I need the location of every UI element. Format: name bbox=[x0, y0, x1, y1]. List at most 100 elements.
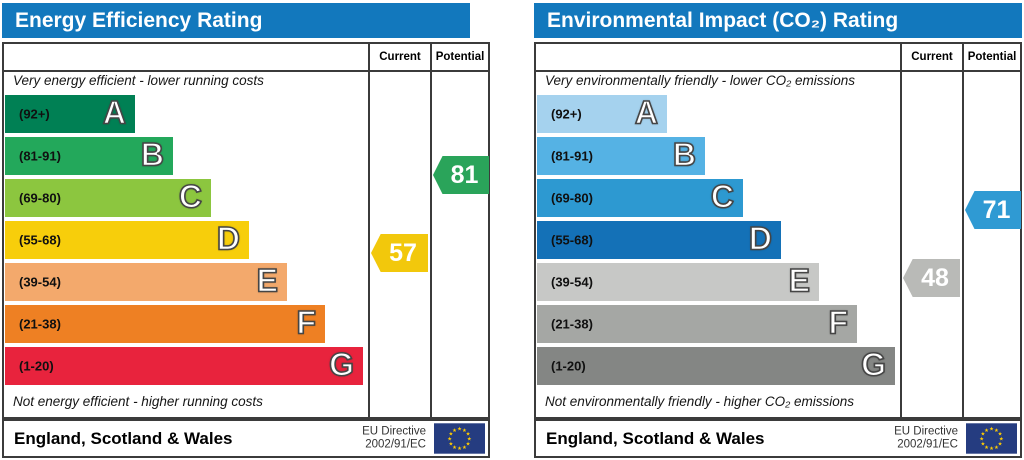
environmental-impact-chart: Environmental Impact (CO₂) Rating Curren… bbox=[534, 3, 1022, 458]
band-letter: F bbox=[828, 304, 849, 342]
band-range-label: (81-91) bbox=[19, 148, 61, 164]
environmental-chart-title: Environmental Impact (CO₂) Rating bbox=[534, 3, 1022, 38]
band-c: (69-80) C bbox=[537, 178, 743, 217]
eu-directive-label: EU Directive 2002/91/EC bbox=[894, 424, 958, 451]
potential-rating-value: 81 bbox=[450, 160, 479, 189]
svg-text:★: ★ bbox=[449, 441, 454, 447]
potential-rating-marker: 81 bbox=[433, 156, 489, 194]
band-range-label: (92+) bbox=[19, 106, 50, 122]
column-header-row: Current Potential bbox=[4, 44, 488, 72]
band-e: (39-54) E bbox=[537, 262, 819, 301]
svg-text:★: ★ bbox=[462, 445, 467, 451]
svg-text:★: ★ bbox=[994, 428, 999, 434]
band-a: (92+) A bbox=[537, 94, 667, 133]
svg-text:★: ★ bbox=[466, 441, 471, 447]
rating-bands: (92+) A (81-91) B (69-80) C (55-68) D (3… bbox=[537, 94, 895, 389]
bottom-caption: Not environmentally friendly - higher CO… bbox=[545, 394, 855, 409]
potential-column-header: Potential bbox=[967, 51, 1017, 63]
current-column-header: Current bbox=[911, 51, 953, 63]
region-label: England, Scotland & Wales bbox=[14, 428, 233, 448]
svg-text:★: ★ bbox=[447, 436, 452, 442]
svg-text:★: ★ bbox=[979, 436, 984, 442]
band-letter: E bbox=[788, 262, 811, 300]
band-letter: B bbox=[672, 136, 697, 174]
band-letter: G bbox=[328, 346, 354, 384]
svg-text:★: ★ bbox=[999, 436, 1004, 442]
band-a: (92+) A bbox=[5, 94, 135, 133]
region-label: England, Scotland & Wales bbox=[546, 428, 765, 448]
band-letter: C bbox=[178, 178, 203, 216]
band-range-label: (1-20) bbox=[551, 358, 586, 374]
svg-text:★: ★ bbox=[457, 427, 462, 433]
band-letter: G bbox=[860, 346, 886, 384]
svg-text:★: ★ bbox=[981, 441, 986, 447]
svg-text:★: ★ bbox=[467, 436, 472, 442]
svg-text:★: ★ bbox=[452, 445, 457, 451]
column-divider bbox=[900, 44, 902, 417]
svg-text:★: ★ bbox=[462, 428, 467, 434]
chart-footer: England, Scotland & Wales EU Directive 2… bbox=[2, 419, 490, 458]
eu-flag: ★ ★★ ★★★ ★★★ ★★★ bbox=[966, 423, 1017, 454]
band-letter: B bbox=[140, 136, 165, 174]
svg-text:★: ★ bbox=[998, 431, 1003, 437]
band-c: (69-80) C bbox=[5, 178, 211, 217]
energy-chart-title: Energy Efficiency Rating bbox=[2, 3, 470, 38]
bottom-caption: Not energy efficient - higher running co… bbox=[13, 394, 263, 409]
band-letter: C bbox=[710, 178, 735, 216]
potential-rating-value: 71 bbox=[982, 195, 1011, 224]
band-range-label: (1-20) bbox=[19, 358, 54, 374]
band-range-label: (39-54) bbox=[551, 274, 593, 290]
band-letter: F bbox=[296, 304, 317, 342]
band-range-label: (39-54) bbox=[19, 274, 61, 290]
band-range-label: (69-80) bbox=[19, 190, 61, 206]
potential-rating-marker: 71 bbox=[965, 191, 1021, 229]
band-range-label: (55-68) bbox=[19, 232, 61, 248]
energy-rating-table: Current Potential Very energy efficient … bbox=[2, 42, 490, 419]
svg-text:★: ★ bbox=[989, 446, 994, 452]
band-letter: E bbox=[256, 262, 279, 300]
svg-text:★: ★ bbox=[449, 431, 454, 437]
rating-bands: (92+) A (81-91) B (69-80) C (55-68) D (3… bbox=[5, 94, 363, 389]
column-divider bbox=[430, 44, 432, 417]
band-d: (55-68) D bbox=[537, 220, 781, 259]
svg-text:★: ★ bbox=[994, 445, 999, 451]
band-range-label: (69-80) bbox=[551, 190, 593, 206]
svg-text:★: ★ bbox=[981, 431, 986, 437]
band-range-label: (55-68) bbox=[551, 232, 593, 248]
chart-footer: England, Scotland & Wales EU Directive 2… bbox=[534, 419, 1022, 458]
energy-efficiency-chart: Energy Efficiency Rating Current Potenti… bbox=[2, 3, 490, 458]
column-divider bbox=[368, 44, 370, 417]
band-letter: D bbox=[216, 220, 241, 258]
band-range-label: (81-91) bbox=[551, 148, 593, 164]
band-range-label: (92+) bbox=[551, 106, 582, 122]
column-divider bbox=[962, 44, 964, 417]
svg-text:★: ★ bbox=[984, 428, 989, 434]
band-letter: A bbox=[102, 94, 127, 132]
band-b: (81-91) B bbox=[537, 136, 705, 175]
current-rating-marker: 57 bbox=[371, 234, 428, 272]
band-d: (55-68) D bbox=[5, 220, 249, 259]
current-rating-value: 48 bbox=[921, 263, 949, 292]
current-column-header: Current bbox=[379, 51, 421, 63]
band-b: (81-91) B bbox=[5, 136, 173, 175]
svg-text:★: ★ bbox=[989, 427, 994, 433]
svg-text:★: ★ bbox=[452, 428, 457, 434]
svg-text:★: ★ bbox=[998, 441, 1003, 447]
band-g: (1-20) G bbox=[537, 346, 895, 385]
eu-directive-label: EU Directive 2002/91/EC bbox=[362, 424, 426, 451]
band-g: (1-20) G bbox=[5, 346, 363, 385]
top-caption: Very energy efficient - lower running co… bbox=[13, 73, 264, 88]
band-letter: D bbox=[748, 220, 773, 258]
band-letter: A bbox=[634, 94, 659, 132]
band-f: (21-38) F bbox=[5, 304, 325, 343]
band-e: (39-54) E bbox=[5, 262, 287, 301]
svg-text:★: ★ bbox=[466, 431, 471, 437]
band-f: (21-38) F bbox=[537, 304, 857, 343]
eu-flag: ★ ★★ ★★★ ★★★ ★★★ bbox=[434, 423, 485, 454]
potential-column-header: Potential bbox=[435, 51, 485, 63]
environmental-rating-table: Current Potential Very environmentally f… bbox=[534, 42, 1022, 419]
current-rating-marker: 48 bbox=[903, 259, 960, 297]
current-rating-value: 57 bbox=[389, 238, 417, 267]
band-range-label: (21-38) bbox=[19, 316, 61, 332]
